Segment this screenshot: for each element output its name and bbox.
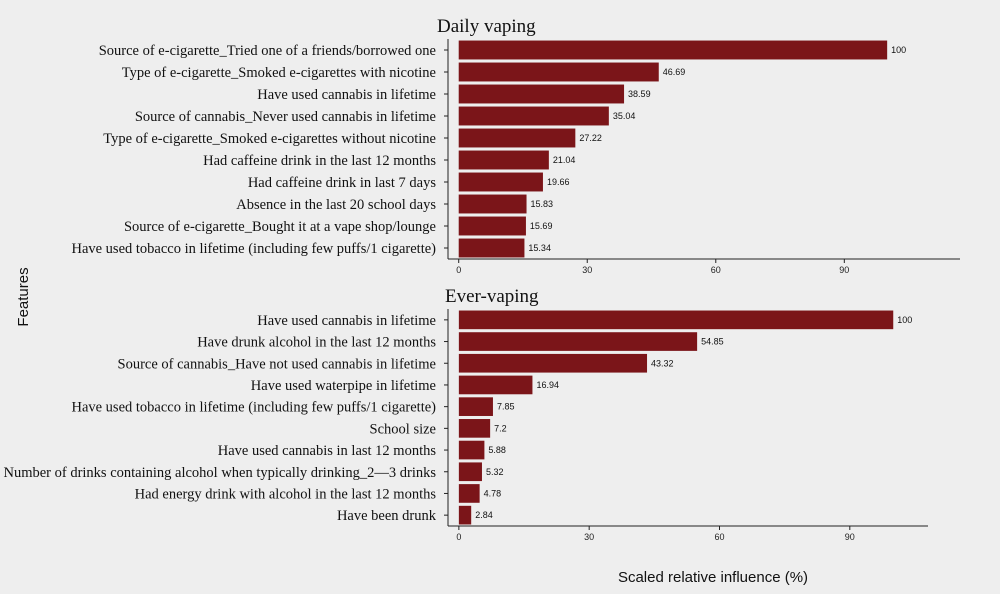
panel-title-daily: Daily vaping: [437, 16, 536, 37]
panel-daily: Daily vaping 100 Source of e-cigarette_Tri…: [71, 16, 960, 275]
x-tick-label-daily-90: 90: [839, 265, 849, 275]
category-label-daily-4: Source of cannabis_Never used cannabis i…: [135, 109, 436, 125]
value-label-daily-5: 27.22: [579, 133, 602, 143]
value-label-daily-1: 100: [891, 45, 906, 55]
bar-ever-5: [458, 397, 493, 416]
value-label-daily-6: 21.04: [553, 155, 576, 165]
value-label-daily-9: 15.69: [530, 221, 553, 231]
category-label-daily-10: Have used tobacco in lifetime (including…: [71, 241, 436, 257]
value-label-ever-10: 2.84: [475, 510, 493, 520]
x-tick-label-daily-30: 30: [582, 265, 592, 275]
bar-ever-4: [458, 375, 533, 395]
value-label-daily-8: 15.83: [531, 199, 554, 209]
bar-daily-1: [458, 40, 888, 60]
bar-daily-6: [458, 150, 549, 170]
x-axis-title: Scaled relative influence (%): [618, 569, 808, 586]
category-label-daily-5: Type of e-cigarette_Smoked e-cigarettes …: [103, 131, 436, 147]
category-label-daily-7: Had caffeine drink in last 7 days: [248, 175, 437, 191]
category-label-ever-4: Have used waterpipe in lifetime: [251, 378, 436, 394]
bar-daily-4: [458, 106, 609, 126]
bar-ever-10: [458, 505, 472, 525]
bar-ever-2: [458, 332, 698, 351]
value-label-ever-4: 16.94: [536, 380, 559, 390]
category-label-daily-6: Had caffeine drink in the last 12 months: [203, 153, 436, 169]
bar-ever-9: [458, 484, 480, 503]
value-label-ever-6: 7.2: [494, 423, 507, 433]
category-label-daily-3: Have used cannabis in lifetime: [257, 87, 436, 103]
bar-ever-8: [458, 462, 482, 482]
category-label-daily-9: Source of e-cigarette_Bought it at a vap…: [124, 219, 436, 235]
category-label-ever-3: Source of cannabis_Have not used cannabi…: [118, 356, 437, 372]
value-label-daily-4: 35.04: [613, 111, 636, 121]
bar-daily-10: [458, 238, 525, 258]
bar-daily-9: [458, 216, 526, 236]
bar-daily-7: [458, 172, 543, 192]
value-label-ever-8: 5.32: [486, 467, 504, 477]
y-axis-title: Features: [15, 267, 32, 326]
category-label-ever-5: Have used tobacco in lifetime (including…: [71, 400, 436, 416]
value-label-daily-3: 38.59: [628, 89, 651, 99]
bar-daily-3: [458, 84, 625, 104]
bar-daily-2: [458, 62, 659, 82]
category-label-ever-1: Have used cannabis in lifetime: [257, 313, 436, 329]
category-label-daily-8: Absence in the last 20 school days: [236, 197, 436, 213]
value-label-ever-9: 4.78: [484, 488, 502, 498]
bar-daily-5: [458, 128, 576, 148]
x-tick-label-ever-0: 0: [456, 532, 461, 542]
panel-ever: Ever-vaping 100 Have used cannabis in life…: [3, 286, 928, 542]
bar-daily-8: [458, 194, 527, 214]
bar-ever-3: [458, 353, 648, 373]
value-label-daily-2: 46.69: [663, 67, 686, 77]
value-label-ever-3: 43.32: [651, 358, 674, 368]
category-label-ever-7: Have used cannabis in last 12 months: [218, 443, 437, 459]
category-label-daily-2: Type of e-cigarette_Smoked e-cigarettes …: [122, 65, 436, 81]
x-tick-label-daily-0: 0: [456, 265, 461, 275]
x-tick-label-ever-30: 30: [584, 532, 594, 542]
value-label-ever-2: 54.85: [701, 337, 724, 347]
x-tick-label-daily-60: 60: [711, 265, 721, 275]
x-tick-label-ever-60: 60: [714, 532, 724, 542]
category-label-daily-1: Source of e-cigarette_Tried one of a fri…: [99, 43, 436, 59]
value-label-ever-5: 7.85: [497, 402, 515, 412]
value-label-daily-7: 19.66: [547, 177, 570, 187]
value-label-ever-7: 5.88: [488, 445, 506, 455]
category-label-ever-6: School size: [370, 421, 436, 437]
x-tick-label-ever-90: 90: [845, 532, 855, 542]
panel-title-ever: Ever-vaping: [445, 286, 539, 307]
value-label-ever-1: 100: [897, 315, 912, 325]
category-label-ever-10: Have been drunk: [337, 508, 437, 524]
bar-ever-6: [458, 419, 491, 438]
category-label-ever-2: Have drunk alcohol in the last 12 months: [197, 335, 436, 351]
category-label-ever-9: Had energy drink with alcohol in the las…: [135, 486, 437, 502]
bar-ever-1: [458, 310, 894, 330]
category-label-ever-8: Number of drinks containing alcohol when…: [3, 465, 436, 481]
value-label-daily-10: 15.34: [528, 243, 551, 253]
bar-ever-7: [458, 440, 485, 460]
